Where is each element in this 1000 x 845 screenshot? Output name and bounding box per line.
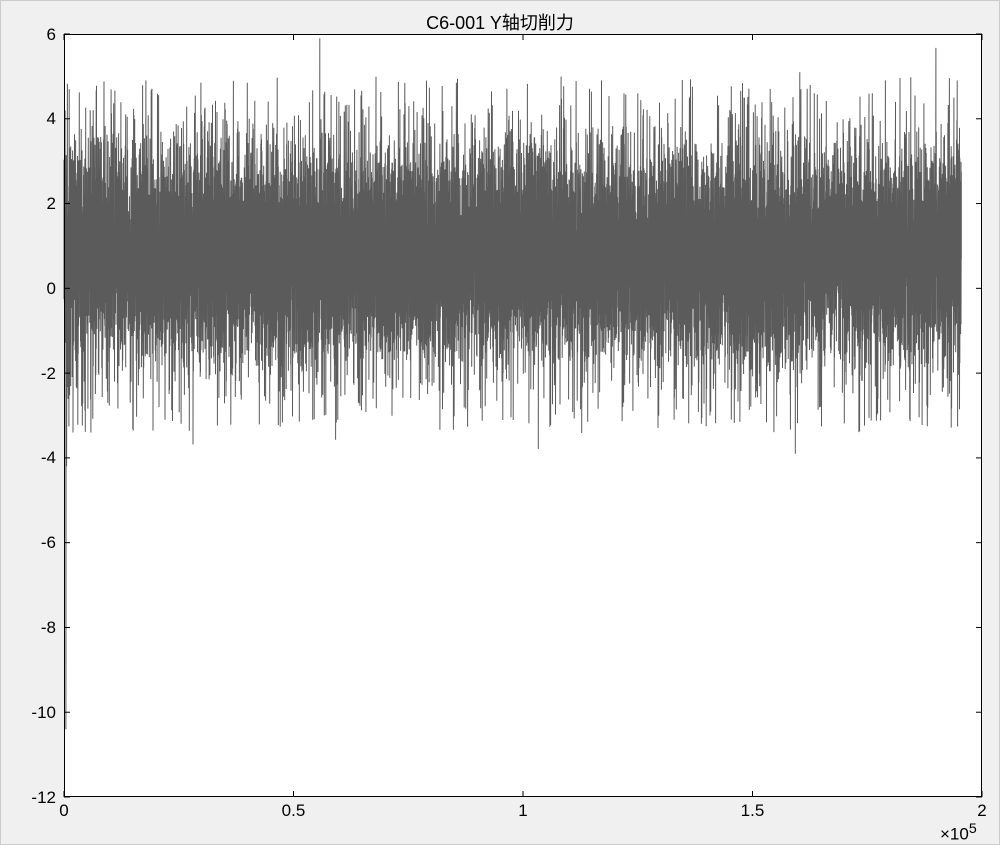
y-tick-label: -4: [41, 448, 56, 468]
exponent-sup: 5: [969, 821, 977, 837]
y-tick-label: -8: [41, 618, 56, 638]
x-tick-label: 0: [34, 801, 94, 821]
figure: C6-001 Y轴切削力 -12-10-8-6-4-20246 00.511.5…: [0, 0, 1000, 845]
plot-area: [64, 34, 982, 797]
x-tick-label: 1.5: [723, 801, 783, 821]
chart-title-text: C6-001 Y轴切削力: [426, 13, 574, 33]
y-tick-label: 6: [47, 25, 56, 45]
signal-line: [64, 38, 961, 729]
y-tick-label: 2: [47, 194, 56, 214]
y-tick-label: 4: [47, 109, 56, 129]
y-tick-label: -10: [31, 703, 56, 723]
x-tick-label: 1: [493, 801, 553, 821]
exponent-base: ×10: [940, 825, 969, 844]
y-tick-label: -6: [41, 533, 56, 553]
x-tick-label: 2: [952, 801, 1000, 821]
x-axis-exponent: ×105: [940, 821, 977, 845]
plot-svg: [64, 34, 982, 797]
y-tick-label: 0: [47, 279, 56, 299]
x-tick-label: 0.5: [264, 801, 324, 821]
y-tick-label: -2: [41, 364, 56, 384]
chart-title: C6-001 Y轴切削力: [1, 9, 999, 35]
